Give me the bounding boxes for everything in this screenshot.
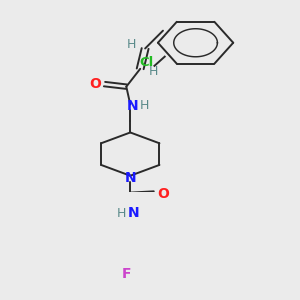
Text: H: H bbox=[117, 207, 126, 220]
Text: H: H bbox=[127, 38, 136, 51]
Text: N: N bbox=[128, 206, 139, 220]
Text: H: H bbox=[148, 65, 158, 78]
Text: N: N bbox=[126, 99, 138, 113]
Text: F: F bbox=[122, 267, 131, 281]
Text: O: O bbox=[157, 187, 169, 201]
Text: O: O bbox=[90, 77, 101, 91]
Text: N: N bbox=[124, 171, 136, 185]
Text: H: H bbox=[140, 99, 149, 112]
Text: Cl: Cl bbox=[140, 56, 154, 69]
